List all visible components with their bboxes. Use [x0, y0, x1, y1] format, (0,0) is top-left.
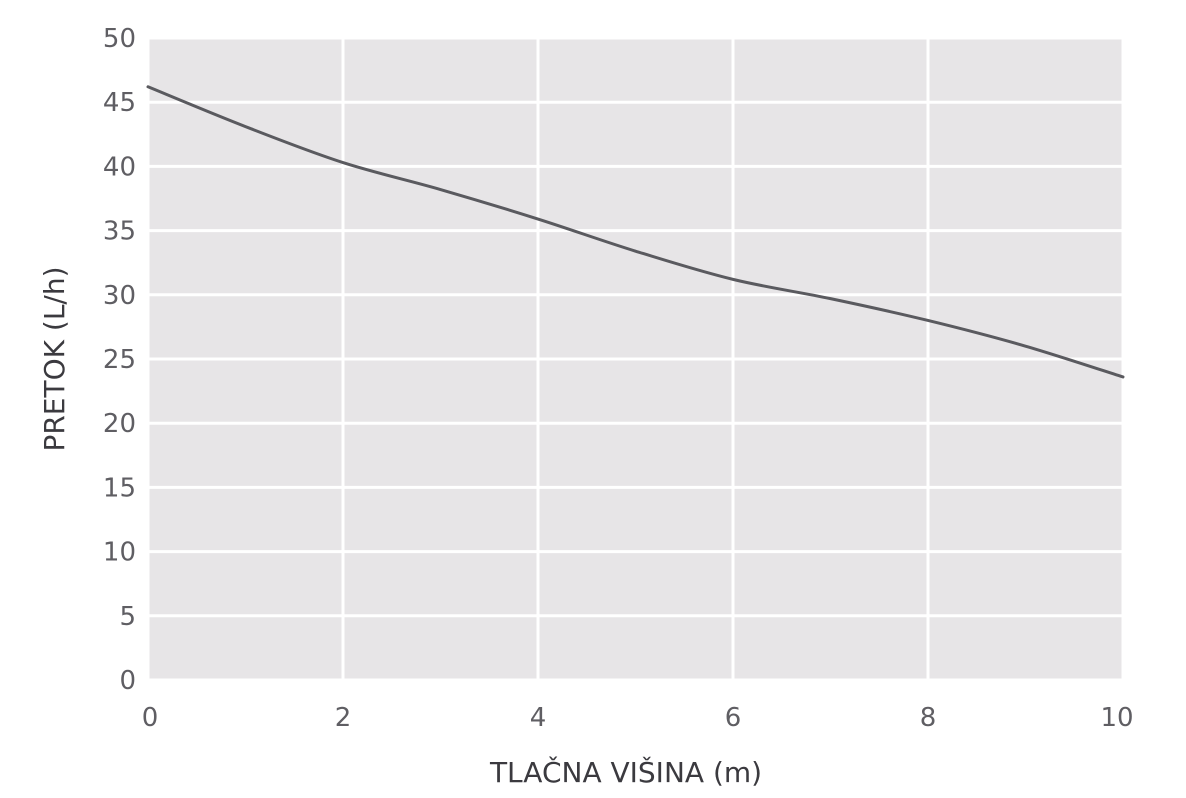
y-tick-label: 35	[103, 217, 136, 247]
x-tick-label: 10	[1100, 703, 1133, 733]
y-tick-label: 10	[103, 538, 136, 568]
x-tick-label: 8	[920, 703, 937, 733]
y-tick-labels: 0 5 10 15 20 25 30 35 40 45 50	[103, 24, 136, 696]
x-tick-label: 6	[725, 703, 742, 733]
x-tick-label: 0	[142, 703, 159, 733]
y-tick-label: 20	[103, 409, 136, 439]
x-axis-title: TLAČNA VIŠINA (m)	[489, 755, 762, 789]
y-tick-label: 5	[119, 602, 136, 632]
y-tick-label: 50	[103, 24, 136, 54]
x-tick-labels: 0 2 4 6 8 10	[142, 703, 1134, 733]
y-tick-label: 25	[103, 345, 136, 375]
series-line	[146, 85, 1125, 379]
y-tick-label: 15	[103, 473, 136, 503]
y-tick-label: 45	[103, 88, 136, 118]
x-tick-label: 4	[530, 703, 547, 733]
x-tick-label: 2	[335, 703, 352, 733]
y-tick-label: 30	[103, 281, 136, 311]
gridlines	[146, 36, 1125, 682]
y-axis-title: PRETOK (L/h)	[38, 266, 71, 451]
series-layer	[146, 85, 1125, 379]
y-tick-label: 40	[103, 152, 136, 182]
y-tick-label: 0	[119, 666, 136, 696]
